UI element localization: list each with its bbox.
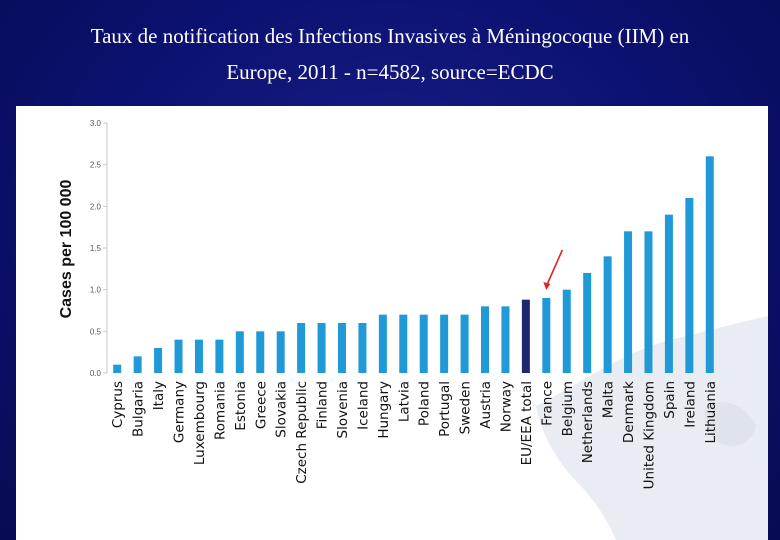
bar-sweden <box>460 314 469 373</box>
category-label: Hungary <box>376 381 392 439</box>
bar-iceland <box>358 323 367 373</box>
bar-cyprus <box>113 364 122 373</box>
category-label: Netherlands <box>580 381 596 463</box>
bar-finland <box>317 323 326 373</box>
bar-france <box>542 298 551 373</box>
bar-ireland <box>685 198 694 373</box>
category-label: Iceland <box>355 381 371 430</box>
bar-greece <box>256 331 265 373</box>
y-tick-label: 2.5 <box>90 161 102 170</box>
category-label: Latvia <box>396 381 412 422</box>
y-tick-label: 1.5 <box>90 244 102 253</box>
chart-panel: Cases per 100 000 0.0 0.5 1.0 1.5 2.0 2.5 3.0 … <box>16 106 768 540</box>
bar-poland <box>419 314 428 373</box>
category-label: Spain <box>662 381 678 419</box>
slide-title-line-2: Europe, 2011 - n=4582, source=ECDC <box>226 60 554 84</box>
y-tick-label: 1.0 <box>90 286 102 295</box>
bar-latvia <box>399 314 408 373</box>
category-labels: Cyprus Bulgaria Italy Germany Luxembourg Roma… <box>110 381 719 490</box>
category-label: France <box>539 381 555 426</box>
bar-lithuania <box>705 156 714 373</box>
bar-slovakia <box>276 331 285 373</box>
bars <box>113 156 714 373</box>
y-tick-label: 3.0 <box>90 119 102 128</box>
category-label: United Kingdom <box>641 381 657 489</box>
category-label: Greece <box>253 381 269 429</box>
bar-germany <box>174 339 183 373</box>
category-label: Estonia <box>233 381 249 431</box>
category-label: Portugal <box>437 381 453 437</box>
y-axis: 0.0 0.5 1.0 1.5 2.0 2.5 3.0 <box>90 119 108 378</box>
bar-luxembourg <box>194 339 203 373</box>
category-label: Denmark <box>621 381 637 443</box>
bar-spain <box>664 214 673 373</box>
bar-italy <box>154 348 163 373</box>
y-tick-label: 2.0 <box>90 202 102 211</box>
bar-slovenia <box>337 323 346 373</box>
category-label: Italy <box>151 381 167 410</box>
bar-czech-republic <box>297 323 306 373</box>
category-label: Lithuania <box>703 381 719 444</box>
category-label: Finland <box>315 381 331 429</box>
bar-eu-eea-total <box>521 299 530 373</box>
bar-estonia <box>235 331 244 373</box>
slide-title: Taux de notification des Infections Inva… <box>0 18 780 90</box>
category-label: EU/EEA total <box>519 381 535 465</box>
category-label: Poland <box>417 381 433 426</box>
category-label: Austria <box>478 381 494 429</box>
category-label: Bulgaria <box>131 381 147 437</box>
bar-belgium <box>562 289 571 373</box>
category-label: Belgium <box>560 381 576 436</box>
bar-united-kingdom <box>644 231 653 373</box>
y-axis-label: Cases per 100 000 <box>58 180 75 319</box>
category-label: Czech Republic <box>294 381 310 484</box>
category-label: Slovakia <box>274 381 290 438</box>
category-label: Ireland <box>682 381 698 428</box>
arrow-annotation <box>543 249 564 290</box>
y-tick-label: 0.0 <box>90 369 102 378</box>
bar-hungary <box>378 314 387 373</box>
bar-portugal <box>440 314 449 373</box>
category-label: Germany <box>172 381 188 443</box>
category-label: Sweden <box>458 381 474 434</box>
bar-austria <box>481 306 490 373</box>
bar-netherlands <box>583 273 592 373</box>
bar-malta <box>603 256 612 373</box>
y-tick-label: 0.5 <box>90 327 102 336</box>
category-label: Luxembourg <box>192 381 208 465</box>
bar-romania <box>215 339 224 373</box>
category-label: Norway <box>498 381 514 432</box>
bar-denmark <box>624 231 633 373</box>
bar-chart: Cases per 100 000 0.00.51.01.52.02.53.0 … <box>58 119 768 540</box>
slide-title-line-1: Taux de notification des Infections Inva… <box>90 24 690 48</box>
bar-norway <box>501 306 510 373</box>
category-label: Cyprus <box>110 381 126 428</box>
category-label: Slovenia <box>335 381 351 438</box>
category-label: Malta <box>601 381 617 418</box>
bar-bulgaria <box>133 356 142 373</box>
category-label: Romania <box>212 381 228 440</box>
